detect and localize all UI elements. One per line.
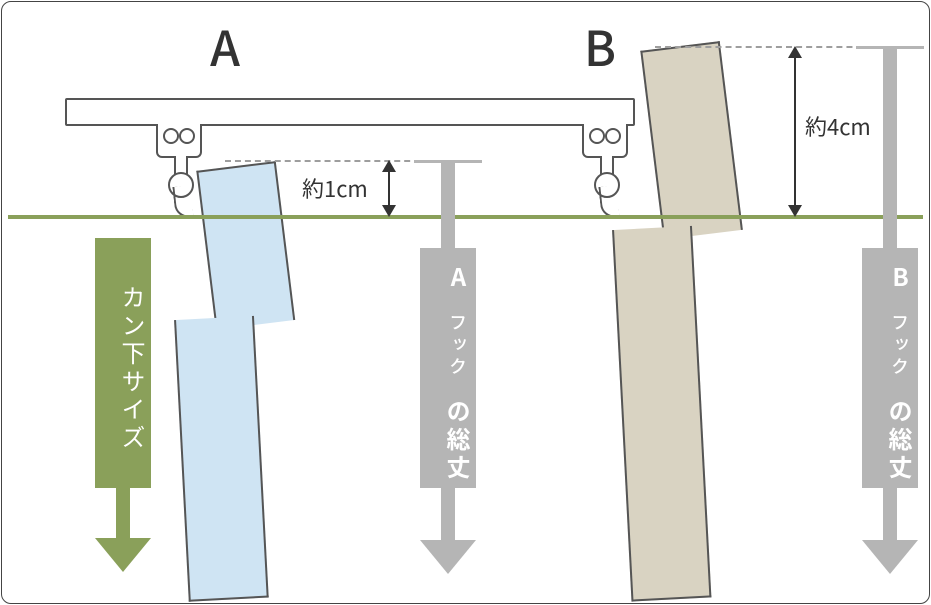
measure-label-1cm: 約1cm xyxy=(302,172,368,204)
arrow-b-sub: フック xyxy=(887,313,913,379)
arrow-b-tail: の総丈 xyxy=(883,399,918,483)
measure-arrow-1cm xyxy=(382,160,396,217)
arrow-a-tail: の総丈 xyxy=(441,399,476,483)
curtain-rail xyxy=(65,98,635,126)
arrow-olive-text: カン下サイズ xyxy=(116,285,151,453)
arrow-b-letter: B xyxy=(883,265,918,293)
measure-label-4cm: 約4cm xyxy=(805,110,871,142)
diagram-canvas: A B 約1cm 約4cm xyxy=(0,0,931,605)
olive-reference-line xyxy=(8,215,923,219)
label-a: A xyxy=(195,10,255,80)
arrow-a-sub: フック xyxy=(445,313,471,379)
arrow-a-letter: A xyxy=(441,265,476,293)
label-b: B xyxy=(570,10,630,80)
measure-arrow-4cm xyxy=(788,46,802,217)
